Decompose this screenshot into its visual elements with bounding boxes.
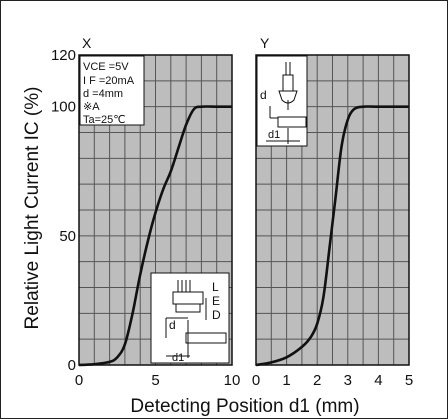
panel-x-label: X	[82, 35, 92, 51]
x-tick-label-y: 5	[405, 372, 413, 389]
inset-x-label-d-led: D	[212, 308, 221, 322]
inset-x-label-d1: d1	[172, 352, 184, 364]
inset-x-label-d: d	[169, 318, 176, 332]
inset-x-label-l: L	[212, 280, 219, 294]
x-tick-label-y: 0	[252, 372, 260, 389]
inset-y-label-d: d	[260, 88, 267, 102]
x-tick-label-x: 10	[224, 372, 241, 389]
x-tick-label-x: 5	[151, 372, 159, 389]
curve-x	[78, 105, 232, 367]
y-axis-label: Relative Light Current IC (%)	[22, 87, 43, 330]
x-tick-label-x: 0	[75, 372, 83, 389]
x-tick-label-y: 2	[313, 372, 321, 389]
condition-vce: VCE =5V	[83, 61, 129, 73]
panel-y: Y 0 1 2 3 4 5 d d1	[252, 35, 413, 389]
y-tick-label: 120	[51, 47, 76, 64]
sensor-diagram-x: L E D d d1	[150, 272, 230, 364]
x-tick-label-y: 4	[374, 372, 382, 389]
x-axis-label: Detecting Position d1 (mm)	[130, 396, 359, 417]
condition-ta: Ta=25℃	[83, 114, 126, 126]
y-tick-label: 0	[68, 357, 76, 374]
condition-if: I F =20mA	[83, 75, 135, 87]
panel-y-label: Y	[260, 35, 270, 51]
y-tick-label: 100	[51, 99, 76, 116]
plot-area-x	[78, 54, 233, 366]
condition-d: d =4mm	[83, 88, 123, 100]
sensor-diagram-y: d d1	[256, 55, 308, 147]
conditions-box: VCE =5V I F =20mA d =4mm ※A Ta=25℃	[79, 55, 145, 126]
x-tick-label-y: 1	[282, 372, 290, 389]
condition-note: ※A	[83, 101, 100, 113]
x-tick-label-y: 3	[344, 372, 352, 389]
curve-y	[255, 105, 409, 367]
inset-y-label-d1: d1	[268, 129, 280, 141]
plot-area-y	[255, 54, 410, 366]
y-tick-label: 50	[59, 228, 76, 245]
inset-x-label-e: E	[212, 294, 220, 308]
